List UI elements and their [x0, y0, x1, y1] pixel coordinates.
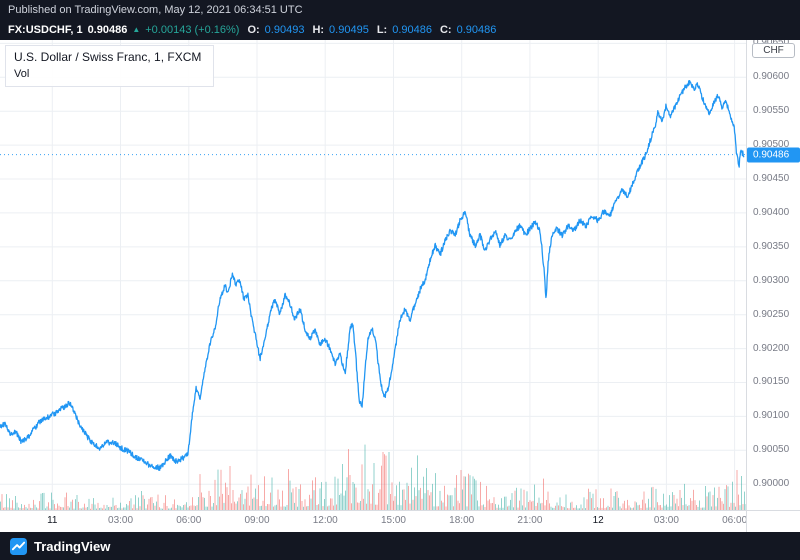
chart-area: U.S. Dollar / Swiss Franc, 1, FXCM Vol C… — [0, 40, 800, 532]
published-text: Published on TradingView.com, May 12, 20… — [8, 3, 303, 16]
price-axis-label: 0.90300 — [753, 274, 790, 286]
published-bar: Published on TradingView.com, May 12, 20… — [0, 0, 800, 19]
price-axis-label: 0.90500 — [753, 139, 790, 151]
last-price: 0.90486 — [87, 23, 128, 36]
time-axis-label: 11 — [47, 515, 58, 526]
open-label: O: — [247, 23, 260, 36]
time-axis-label: 15:00 — [380, 515, 406, 526]
price-axis-label: 0.90050 — [753, 444, 790, 456]
time-axis-label: 12 — [592, 515, 604, 526]
high-value: 0.90495 — [329, 23, 369, 36]
tradingview-logo[interactable] — [10, 537, 27, 555]
price-axis-label: 0.90200 — [753, 342, 790, 354]
price-axis-label: 0.90250 — [753, 308, 790, 320]
price-axis-label: 0.90600 — [753, 71, 790, 83]
time-axis-label: 03:00 — [108, 515, 134, 526]
close-value: 0.90486 — [456, 23, 497, 36]
price-change: +0.00143 (+0.16%) — [145, 23, 240, 36]
up-arrow-icon: ▲ — [132, 25, 141, 34]
last-price-badge: 0.90486 — [747, 147, 800, 163]
time-axis-label: 06:00 — [722, 515, 748, 526]
time-axis-label: 09:00 — [244, 515, 270, 526]
legend-symbol-title: U.S. Dollar / Swiss Franc, 1, FXCM — [14, 50, 202, 64]
footer-bar: TradingView — [0, 532, 800, 560]
time-axis-label: 03:00 — [653, 515, 679, 526]
price-axis-label: 0.90100 — [753, 410, 790, 422]
price-axis-label: 0.90400 — [753, 206, 790, 218]
time-axis: 11 03:00 06:00 09:00 12:00 15:00 18:00 21:00 12 0… — [0, 510, 748, 532]
time-axis-label: 21:00 — [517, 515, 543, 526]
legend-volume-indicator: Vol — [14, 68, 30, 80]
price-axis-label: 0.90350 — [753, 240, 790, 252]
low-value: 0.90486 — [392, 23, 432, 36]
price-axis-label: 0.90450 — [753, 173, 790, 185]
high-label: H: — [312, 23, 325, 36]
open-value: 0.90493 — [264, 23, 305, 36]
footer-brand-link[interactable]: TradingView — [34, 538, 111, 554]
price-axis-label: 0.90150 — [753, 376, 790, 388]
price-chart-plot[interactable] — [0, 40, 746, 510]
tradingview-logo-icon — [10, 537, 27, 555]
time-axis-label: 12:00 — [312, 515, 338, 526]
low-label: L: — [376, 23, 388, 36]
time-axis-label: 18:00 — [449, 515, 475, 526]
price-axis: CHF 0.90486 0.906500.906000.905500.90500… — [746, 40, 800, 510]
symbol-name: FX:USDCHF, 1 — [8, 23, 83, 36]
close-label: C: — [439, 23, 452, 36]
symbol-bar: FX:USDCHF, 1 0.90486 ▲ +0.00143 (+0.16%)… — [0, 19, 800, 40]
chart-legend: U.S. Dollar / Swiss Franc, 1, FXCM Vol — [5, 45, 215, 87]
currency-badge: CHF — [752, 43, 795, 58]
time-axis-label: 06:00 — [176, 515, 202, 526]
price-chart-svg — [0, 40, 746, 510]
price-axis-label: 0.90000 — [753, 478, 790, 490]
axis-corner — [746, 510, 800, 532]
price-axis-label: 0.90550 — [753, 105, 790, 117]
